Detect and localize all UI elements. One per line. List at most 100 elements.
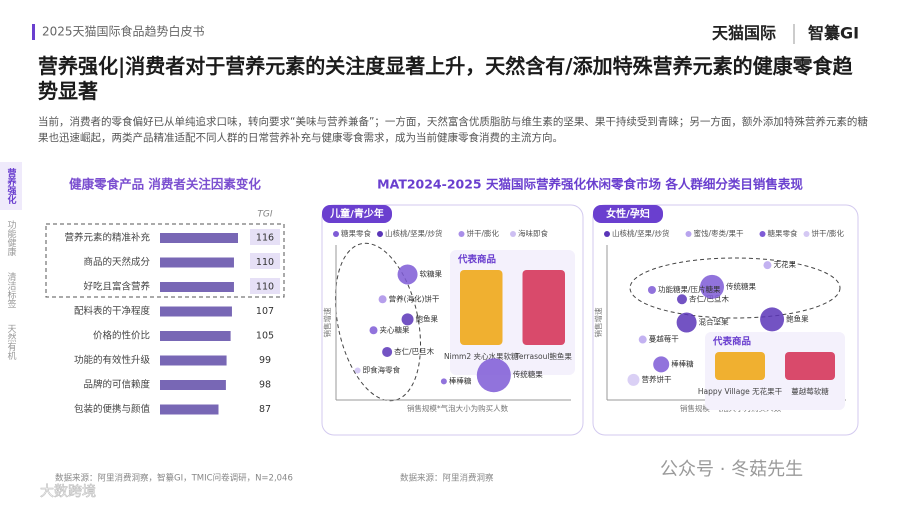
legend-label: 海味即食 (518, 228, 548, 238)
cluster-outline (334, 242, 422, 402)
product-name: Terrasoul鲍鱼果 (515, 351, 573, 361)
bubble (676, 312, 697, 333)
bubble (382, 346, 393, 357)
legend-label: 蜜饯/枣类/果干 (694, 228, 745, 238)
bubble (627, 373, 640, 386)
bubble (354, 367, 361, 374)
bubble-label: 营养饼干 (641, 374, 671, 384)
bubble-label: 夹心糖果 (380, 324, 410, 334)
panel-tag (593, 205, 663, 223)
legend-swatch (333, 231, 339, 237)
bubble (763, 261, 772, 270)
bar (160, 404, 219, 415)
legend-swatch (604, 231, 610, 237)
sidebar-tab: 清洁标签 (6, 271, 17, 308)
watermark: 公众号 · 冬菇先生 (660, 459, 803, 480)
bubble-label: 蔓越莓干 (649, 334, 679, 344)
brand: 天猫国际 (712, 24, 776, 43)
bubble-label: 传统糖果 (513, 369, 543, 379)
category-label: 营养元素的精准补充 (64, 232, 150, 244)
bubble (369, 326, 378, 335)
value-label: 98 (259, 380, 271, 391)
bar (160, 306, 232, 317)
value-label: 87 (259, 404, 271, 415)
bubble-label: 营养(海化)饼干 (389, 293, 440, 303)
bubble-label: 软糖果 (420, 268, 443, 278)
page-title: 营养强化|消费者对于营养元素的关注度显著上升，天然含有/添加特殊营养元素的健康零… (38, 54, 853, 103)
watermark: 大数跨境 (40, 484, 96, 500)
category-label: 配料表的干净程度 (74, 305, 151, 317)
cluster-outline (629, 257, 841, 319)
value-highlight (250, 253, 280, 269)
bubble-label: 传统糖果 (726, 281, 756, 291)
highlight-box (45, 223, 285, 298)
value-label: 116 (256, 233, 274, 244)
product-image (715, 352, 765, 380)
product-image (522, 270, 565, 345)
product-image (460, 270, 503, 345)
legend-label: 饼干/膨化 (812, 228, 845, 238)
product-name: Nimm2 夹心水果软糖 (444, 351, 519, 361)
bar (160, 282, 234, 292)
brand: 智纂GI (808, 24, 859, 43)
bubble (476, 358, 511, 393)
bubble (638, 335, 647, 344)
panel-label: 儿童/青少年 (329, 207, 384, 220)
bar (160, 380, 226, 390)
sidebar-tab: 天然有机 (6, 324, 17, 361)
value-label: 110 (256, 282, 274, 293)
bubble-label: 棒棒糖 (449, 375, 472, 385)
legend-label: 糖果零食 (768, 228, 798, 238)
bubble (378, 295, 387, 304)
product-label: 代表商品 (712, 336, 751, 348)
bar (160, 355, 227, 366)
bubble-label: 鲍鱼果 (786, 313, 809, 323)
bubble (440, 378, 447, 385)
product-image (785, 352, 835, 380)
category-label: 品牌的可信赖度 (83, 379, 150, 391)
legend-swatch (803, 231, 810, 237)
product-name: Happy Village 无花果干 (698, 386, 783, 396)
value-highlight (250, 278, 280, 294)
category-label: 商品的天然成分 (83, 256, 150, 268)
bubble-label: 鲍鱼果 (416, 313, 439, 323)
product-name: 蔓越莓软糖 (791, 386, 829, 396)
value-header: TGI (257, 210, 272, 220)
value-label: 99 (259, 355, 271, 366)
sidebar-tab: 营养强化 (6, 167, 18, 205)
legend-label: 山核桃/坚果/炒货 (612, 228, 670, 238)
chart-title: 健康零食产品 消费者关注因素变化 (69, 177, 261, 192)
legend-label: 饼干/膨化 (467, 228, 500, 238)
intro-text: 当前，消费者的零食偏好已从单纯追求口味，转向要求“美味与营养兼备”；一方面，天然… (38, 116, 868, 144)
bar (160, 233, 238, 243)
bubble-label: 混合坚果 (699, 317, 729, 327)
bubble-label: 即食海零食 (363, 365, 401, 375)
category-label: 功能的有效性升级 (74, 354, 151, 366)
bar (160, 331, 231, 341)
legend-label: 山核桃/坚果/炒货 (385, 228, 443, 238)
category-label: 好吃且富含营养 (83, 281, 150, 293)
value-highlight (250, 229, 280, 245)
bubble-label: 功能糖果/压片糖果 (658, 284, 721, 294)
legend-swatch (685, 231, 692, 237)
legend-label: 糖果零食 (341, 228, 371, 238)
value-label: 110 (256, 257, 274, 268)
panel-label: 女性/孕妇 (606, 207, 650, 220)
source: 数据来源：阿里消费洞察 (400, 473, 494, 484)
legend-swatch (510, 231, 516, 237)
sidebar-tab: 功能健康 (6, 220, 17, 256)
legend-swatch (458, 231, 465, 237)
legend-swatch (759, 231, 766, 237)
category-label: 价格的性价比 (93, 330, 150, 342)
product-box (705, 332, 845, 410)
bubble (397, 264, 418, 285)
bar (160, 257, 234, 268)
value-label: 107 (256, 306, 274, 317)
bubble (676, 294, 687, 305)
bubble-label: 棒棒糖 (671, 358, 694, 368)
bubble-label: 杏仁/巴旦木 (394, 346, 435, 356)
sidebar-active (0, 162, 22, 210)
bubble-label: 无花果 (773, 259, 796, 269)
